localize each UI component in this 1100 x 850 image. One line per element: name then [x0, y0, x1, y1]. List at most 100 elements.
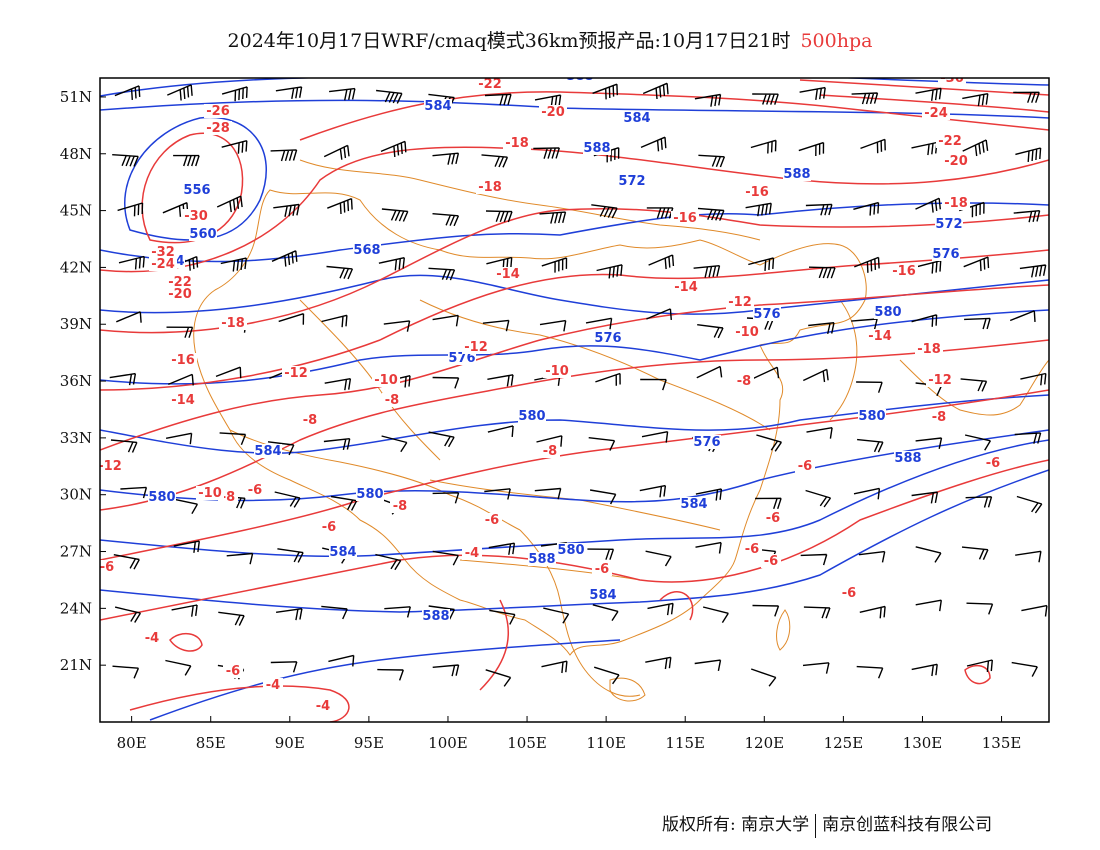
temperature-label-text: -14 [171, 393, 195, 408]
temperature-label-bg [182, 209, 210, 223]
geopotential-label: 584 [589, 588, 617, 603]
wind-barb [432, 314, 459, 327]
temperature-label-text: -4 [266, 678, 280, 693]
wind-barb [110, 439, 138, 453]
temperature-label: -6 [742, 542, 762, 557]
geopotential-label-text: 568 [353, 243, 380, 258]
wind-barb [116, 311, 142, 323]
geopotential-label-bg [932, 247, 960, 261]
wind-barb [541, 660, 568, 674]
page-title: 2024年10月17日WRF/cmaq模式36km预报产品:10月17日21时 5… [0, 26, 1100, 53]
geopotential-label-text: 576 [932, 247, 959, 262]
wind-barb [915, 197, 941, 213]
geopotential-label-text: 556 [183, 183, 210, 198]
temperature-label-bg [300, 413, 320, 427]
wind-barb [860, 138, 886, 154]
temperature-label: -20 [539, 105, 567, 120]
temperature-label-bg [743, 185, 771, 199]
temperature-label-bg [942, 196, 970, 210]
wind-barb [805, 203, 833, 216]
temperature-label-bg [742, 542, 762, 556]
wind-barb [589, 489, 617, 505]
wind-barb [167, 84, 193, 101]
geopotential-label-bg [329, 545, 357, 559]
temperature-label: -14 [494, 267, 522, 282]
geopotential-label: 588 [528, 552, 556, 567]
wind-barb [641, 431, 669, 443]
temperature-label-bg [263, 678, 283, 692]
wind-barb [911, 663, 938, 677]
temperature-label-bg [733, 325, 761, 339]
geopotential-label: 588 [783, 167, 811, 182]
wind-barb [539, 211, 567, 224]
geopotential-label: 576 [693, 435, 721, 450]
geopotential-label-text: 576 [753, 307, 780, 322]
temperature-label-text: -22 [478, 77, 502, 92]
temperature-label: -22 [476, 77, 504, 92]
wind-barb [696, 365, 723, 379]
wind-barb [698, 154, 726, 168]
wind-barb [168, 373, 194, 386]
geopotential-label-text: 588 [566, 69, 593, 84]
temperature-label-text: -22 [168, 275, 192, 290]
wind-barb [966, 659, 993, 672]
wind-barb [270, 661, 298, 673]
wind-barb [642, 82, 669, 100]
wind-barb [381, 208, 409, 222]
geopotential-label-text: 572 [935, 217, 962, 232]
wind-barb [486, 256, 513, 271]
temperature-label-text: -10 [735, 325, 759, 340]
geopotential-label: 580 [356, 487, 384, 502]
mongolia-border [299, 159, 761, 241]
wind-barb [485, 210, 513, 223]
temperature-label-text: -8 [393, 499, 407, 514]
temperature-label-text: -10 [545, 364, 569, 379]
wind-barb [856, 665, 884, 679]
temperature-label: -8 [300, 413, 320, 428]
temperature-label-text: -4 [465, 546, 479, 561]
temperature-label-bg [476, 180, 504, 194]
geopotential-label: 580 [858, 409, 886, 424]
temperature-label-bg [382, 393, 402, 407]
geopotential-label-text: 588 [422, 609, 449, 624]
geopotential-label-bg [254, 444, 282, 458]
wind-barb [114, 85, 141, 100]
wind-barb [536, 435, 563, 447]
company-name: 南京创蓝科技有限公司 [822, 815, 993, 835]
wind-barb [702, 606, 729, 623]
temperature-line [100, 389, 1049, 561]
temperature-label-bg [866, 329, 894, 343]
geopotential-label-bg [583, 141, 611, 155]
temperature-label-bg [763, 511, 783, 525]
wind-barb [120, 486, 148, 499]
temperature-label-text: -18 [944, 196, 968, 211]
wind-barb [958, 201, 985, 218]
wind-barb [808, 322, 835, 335]
wind-barb [591, 204, 618, 219]
temperature-label: -6 [100, 560, 117, 575]
wind-barb [752, 604, 780, 617]
temperature-label: -12 [462, 340, 490, 355]
temperature-label: -22 [936, 134, 964, 149]
temperature-label-bg [726, 295, 754, 309]
geopotential-label-bg [557, 543, 585, 557]
wind-barb [173, 540, 200, 553]
geopotential-label: 588 [422, 609, 450, 624]
wind-barb [428, 431, 455, 448]
temperature-label-bg [494, 267, 522, 281]
temperature-label-text: -16 [171, 353, 195, 368]
lon-tick-label: 90E [275, 734, 305, 752]
wind-barb [805, 489, 832, 508]
wind-barb [543, 607, 570, 624]
temperature-label-text: -16 [745, 185, 769, 200]
wind-barb [963, 256, 990, 272]
temperature-label-bg [204, 121, 232, 135]
wind-barb [273, 203, 300, 217]
temperature-label-bg [196, 486, 224, 500]
geopotential-label: 580 [557, 543, 585, 558]
geopotential-label-bg [528, 552, 556, 566]
temperature-label-bg [142, 631, 162, 645]
temperature-label-bg [100, 459, 124, 473]
wind-barb [329, 87, 356, 101]
temperature-label-text: -12 [284, 366, 308, 381]
